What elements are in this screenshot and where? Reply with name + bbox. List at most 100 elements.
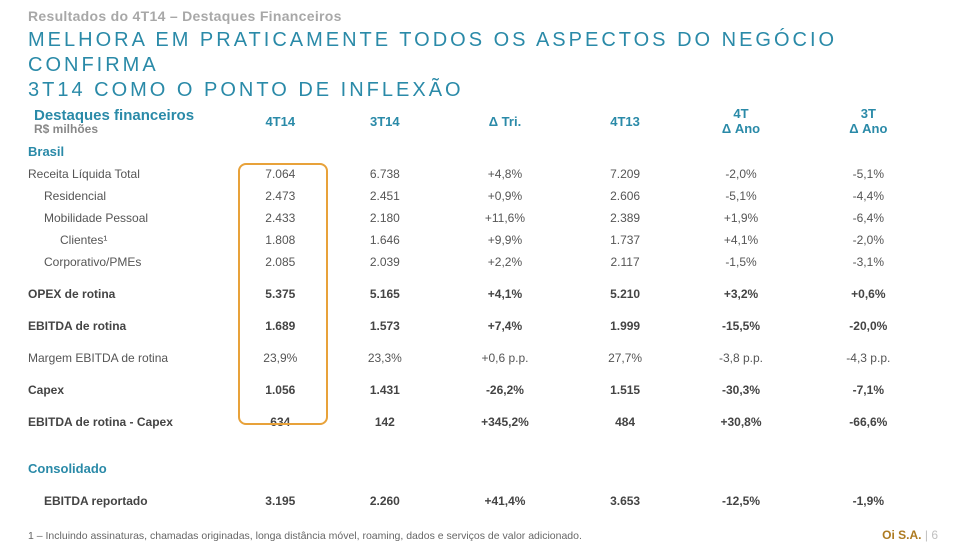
cell: -6,4% bbox=[805, 207, 932, 229]
cell: -3,1% bbox=[805, 251, 932, 273]
footer: Oi S.A. | 6 bbox=[882, 528, 938, 542]
headline-line1: MELHORA EM PRATICAMENTE TODOS OS ASPECTO… bbox=[28, 29, 837, 76]
cell: -1,5% bbox=[677, 251, 804, 273]
col-4t13: 4T13 bbox=[573, 103, 678, 140]
row-ebitda-reportado: EBITDA reportado 3.195 2.260 +41,4% 3.65… bbox=[28, 490, 932, 512]
cell: +0,6 p.p. bbox=[437, 347, 573, 369]
cell: 2.389 bbox=[573, 207, 678, 229]
cell: 2.085 bbox=[228, 251, 333, 273]
table-row: Corporativo/PMEs2.0852.039+2,2%2.117-1,5… bbox=[28, 251, 932, 273]
cell: 2.473 bbox=[228, 185, 333, 207]
cell: +1,9% bbox=[677, 207, 804, 229]
cell: -4,4% bbox=[805, 185, 932, 207]
table-row: Capex1.0561.431-26,2%1.515-30,3%-7,1% bbox=[28, 379, 932, 401]
col-3t14: 3T14 bbox=[333, 103, 438, 140]
table-row: EBITDA de rotina - Capex634142+345,2%484… bbox=[28, 411, 932, 433]
cell: +11,6% bbox=[437, 207, 573, 229]
cell: 3.195 bbox=[228, 490, 333, 512]
cell: 27,7% bbox=[573, 347, 678, 369]
cell: 2.039 bbox=[333, 251, 438, 273]
col-3t-ano: 3T Δ Ano bbox=[805, 103, 932, 140]
cell: 2.117 bbox=[573, 251, 678, 273]
cell: +9,9% bbox=[437, 229, 573, 251]
cell: -30,3% bbox=[677, 379, 804, 401]
cell: 1.808 bbox=[228, 229, 333, 251]
cell: 1.056 bbox=[228, 379, 333, 401]
cell: 23,3% bbox=[333, 347, 438, 369]
footer-sep: | bbox=[922, 528, 932, 542]
cell: 1.737 bbox=[573, 229, 678, 251]
cell: 1.515 bbox=[573, 379, 678, 401]
cell: +4,1% bbox=[677, 229, 804, 251]
cell: +41,4% bbox=[437, 490, 573, 512]
cell: +7,4% bbox=[437, 315, 573, 337]
cell: 23,9% bbox=[228, 347, 333, 369]
cell: -2,0% bbox=[805, 229, 932, 251]
row-label: EBITDA de rotina - Capex bbox=[28, 411, 228, 433]
cell: -20,0% bbox=[805, 315, 932, 337]
table-row: Margem EBITDA de rotina23,9%23,3%+0,6 p.… bbox=[28, 347, 932, 369]
cell: +2,2% bbox=[437, 251, 573, 273]
col-4t-ano: 4T Δ Ano bbox=[677, 103, 804, 140]
row-label: Clientes¹ bbox=[28, 229, 228, 251]
cell: 1.999 bbox=[573, 315, 678, 337]
cell: 6.738 bbox=[333, 163, 438, 185]
cell: -5,1% bbox=[805, 163, 932, 185]
table-subunit: R$ milhões bbox=[34, 122, 222, 136]
cell: 634 bbox=[228, 411, 333, 433]
financial-table: Destaques financeiros R$ milhões 4T14 3T… bbox=[28, 103, 932, 512]
cell: 2.451 bbox=[333, 185, 438, 207]
row-label: Residencial bbox=[28, 185, 228, 207]
row-label: Capex bbox=[28, 379, 228, 401]
section-brasil: Brasil bbox=[28, 140, 228, 163]
cell: 2.606 bbox=[573, 185, 678, 207]
cell: 1.431 bbox=[333, 379, 438, 401]
cell: +30,8% bbox=[677, 411, 804, 433]
cell: 7.209 bbox=[573, 163, 678, 185]
col-3t-ano-l1: 3T bbox=[861, 106, 876, 121]
row-label: EBITDA de rotina bbox=[28, 315, 228, 337]
section-consolidado: Consolidado bbox=[28, 457, 228, 480]
cell: 2.180 bbox=[333, 207, 438, 229]
row-label: Corporativo/PMEs bbox=[28, 251, 228, 273]
cell: -4,3 p.p. bbox=[805, 347, 932, 369]
cell: 142 bbox=[333, 411, 438, 433]
cell: 1.646 bbox=[333, 229, 438, 251]
cell: 2.260 bbox=[333, 490, 438, 512]
table-row: Clientes¹1.8081.646+9,9%1.737+4,1%-2,0% bbox=[28, 229, 932, 251]
col-delta-tri: Δ Tri. bbox=[437, 103, 573, 140]
col-4t-ano-l2: Δ Ano bbox=[722, 121, 760, 136]
row-label: Mobilidade Pessoal bbox=[28, 207, 228, 229]
cell: -1,9% bbox=[805, 490, 932, 512]
cell: 2.433 bbox=[228, 207, 333, 229]
table-row: Mobilidade Pessoal2.4332.180+11,6%2.389+… bbox=[28, 207, 932, 229]
row-label: Receita Líquida Total bbox=[28, 163, 228, 185]
cell: -5,1% bbox=[677, 185, 804, 207]
footer-page: 6 bbox=[931, 528, 938, 542]
cell: -2,0% bbox=[677, 163, 804, 185]
cell: -15,5% bbox=[677, 315, 804, 337]
footnote: 1 – Incluindo assinaturas, chamadas orig… bbox=[28, 530, 932, 542]
cell: 1.689 bbox=[228, 315, 333, 337]
cell: -26,2% bbox=[437, 379, 573, 401]
table-row: EBITDA de rotina1.6891.573+7,4%1.999-15,… bbox=[28, 315, 932, 337]
col-4t14: 4T14 bbox=[228, 103, 333, 140]
row-label: Margem EBITDA de rotina bbox=[28, 347, 228, 369]
cell: 5.165 bbox=[333, 283, 438, 305]
cell: 484 bbox=[573, 411, 678, 433]
cell: -3,8 p.p. bbox=[677, 347, 804, 369]
row-label: OPEX de rotina bbox=[28, 283, 228, 305]
cell: +345,2% bbox=[437, 411, 573, 433]
cell: +3,2% bbox=[677, 283, 804, 305]
table-row: Receita Líquida Total7.0646.738+4,8%7.20… bbox=[28, 163, 932, 185]
col-4t-ano-l1: 4T bbox=[733, 106, 748, 121]
cell: -66,6% bbox=[805, 411, 932, 433]
cell: +0,6% bbox=[805, 283, 932, 305]
cell: +4,8% bbox=[437, 163, 573, 185]
headline: MELHORA EM PRATICAMENTE TODOS OS ASPECTO… bbox=[28, 28, 932, 103]
row-label: EBITDA reportado bbox=[28, 490, 228, 512]
cell: -7,1% bbox=[805, 379, 932, 401]
table-row: Residencial2.4732.451+0,9%2.606-5,1%-4,4… bbox=[28, 185, 932, 207]
col-3t-ano-l2: Δ Ano bbox=[849, 121, 887, 136]
cell: -12,5% bbox=[677, 490, 804, 512]
